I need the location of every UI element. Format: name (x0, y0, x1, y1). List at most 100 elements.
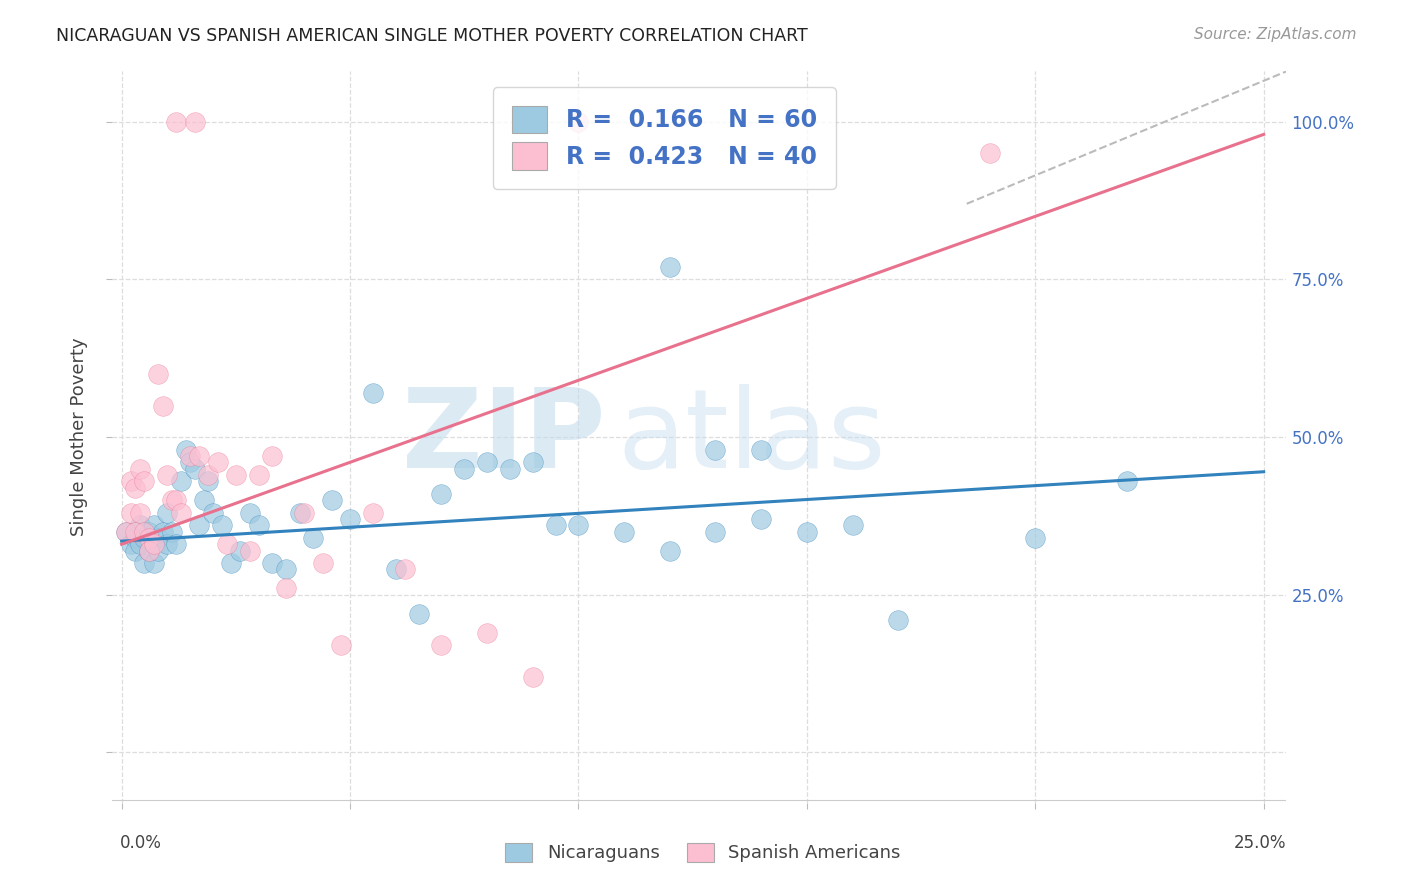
Point (887, 613, 910, 627)
Point (174, 442, 197, 457)
Point (193, 493, 215, 508)
Point (219, 556, 242, 570)
Point (120, 474, 142, 488)
Point (658, 543, 681, 558)
Point (361, 506, 384, 520)
Point (124, 543, 146, 558)
Point (321, 493, 343, 508)
Point (292, 506, 315, 520)
Point (274, 562, 297, 576)
Point (152, 399, 174, 413)
Point (197, 467, 219, 482)
Point (302, 531, 325, 545)
Point (124, 531, 146, 545)
Point (1024, 531, 1046, 545)
Text: NICARAGUAN VS SPANISH AMERICAN SINGLE MOTHER POVERTY CORRELATION CHART: NICARAGUAN VS SPANISH AMERICAN SINGLE MO… (56, 27, 808, 45)
Point (361, 386, 384, 401)
Point (128, 518, 150, 533)
Point (146, 543, 169, 558)
Point (225, 467, 247, 482)
Point (544, 518, 567, 533)
Point (215, 537, 238, 551)
Point (115, 524, 138, 539)
Point (704, 442, 727, 457)
Point (613, 524, 636, 539)
Point (142, 518, 165, 533)
Point (229, 543, 252, 558)
Point (179, 449, 201, 463)
Point (138, 531, 160, 545)
Point (262, 449, 284, 463)
Point (160, 493, 183, 508)
Point (156, 537, 179, 551)
Point (384, 562, 406, 576)
Point (170, 506, 193, 520)
Point (134, 474, 156, 488)
Legend: Nicaraguans, Spanish Americans: Nicaraguans, Spanish Americans (498, 836, 908, 870)
Point (134, 531, 156, 545)
Point (138, 543, 160, 558)
Point (128, 506, 150, 520)
Point (567, 518, 589, 533)
Point (179, 455, 201, 469)
Point (146, 531, 169, 545)
Point (394, 562, 416, 576)
Point (160, 524, 183, 539)
Point (749, 512, 772, 526)
Point (567, 115, 589, 129)
Point (796, 524, 818, 539)
Point (430, 638, 453, 652)
Point (1115, 474, 1137, 488)
Point (658, 260, 681, 274)
Point (124, 481, 146, 495)
Point (142, 556, 165, 570)
Point (274, 582, 297, 596)
Point (339, 512, 361, 526)
Point (170, 474, 193, 488)
Point (120, 506, 142, 520)
Point (475, 455, 498, 469)
Point (165, 493, 187, 508)
Point (183, 461, 205, 475)
Point (146, 367, 169, 381)
Point (238, 543, 260, 558)
Point (188, 449, 211, 463)
Point (207, 455, 229, 469)
Point (124, 524, 146, 539)
Point (183, 115, 205, 129)
Text: atlas: atlas (617, 384, 886, 491)
Point (262, 556, 284, 570)
Text: 0.0%: 0.0% (120, 834, 162, 852)
Point (134, 556, 156, 570)
Point (247, 467, 270, 482)
Point (152, 524, 174, 539)
Point (165, 115, 187, 129)
Point (211, 518, 233, 533)
Point (841, 518, 863, 533)
Point (408, 607, 430, 621)
Point (128, 461, 150, 475)
Point (156, 467, 179, 482)
Point (522, 455, 544, 469)
Point (475, 625, 498, 640)
Point (201, 506, 224, 520)
Point (749, 442, 772, 457)
Point (156, 506, 179, 520)
Point (138, 524, 160, 539)
Point (329, 638, 352, 652)
Point (247, 518, 270, 533)
Point (238, 506, 260, 520)
Point (197, 474, 219, 488)
Text: ZIP: ZIP (402, 384, 606, 491)
Point (499, 461, 522, 475)
Point (165, 537, 187, 551)
Point (522, 670, 544, 684)
Point (188, 518, 211, 533)
Point (979, 146, 1001, 161)
Point (430, 487, 453, 501)
Point (138, 543, 160, 558)
Point (288, 506, 311, 520)
Y-axis label: Single Mother Poverty: Single Mother Poverty (70, 338, 89, 536)
Point (134, 524, 156, 539)
Text: Source: ZipAtlas.com: Source: ZipAtlas.com (1194, 27, 1357, 42)
